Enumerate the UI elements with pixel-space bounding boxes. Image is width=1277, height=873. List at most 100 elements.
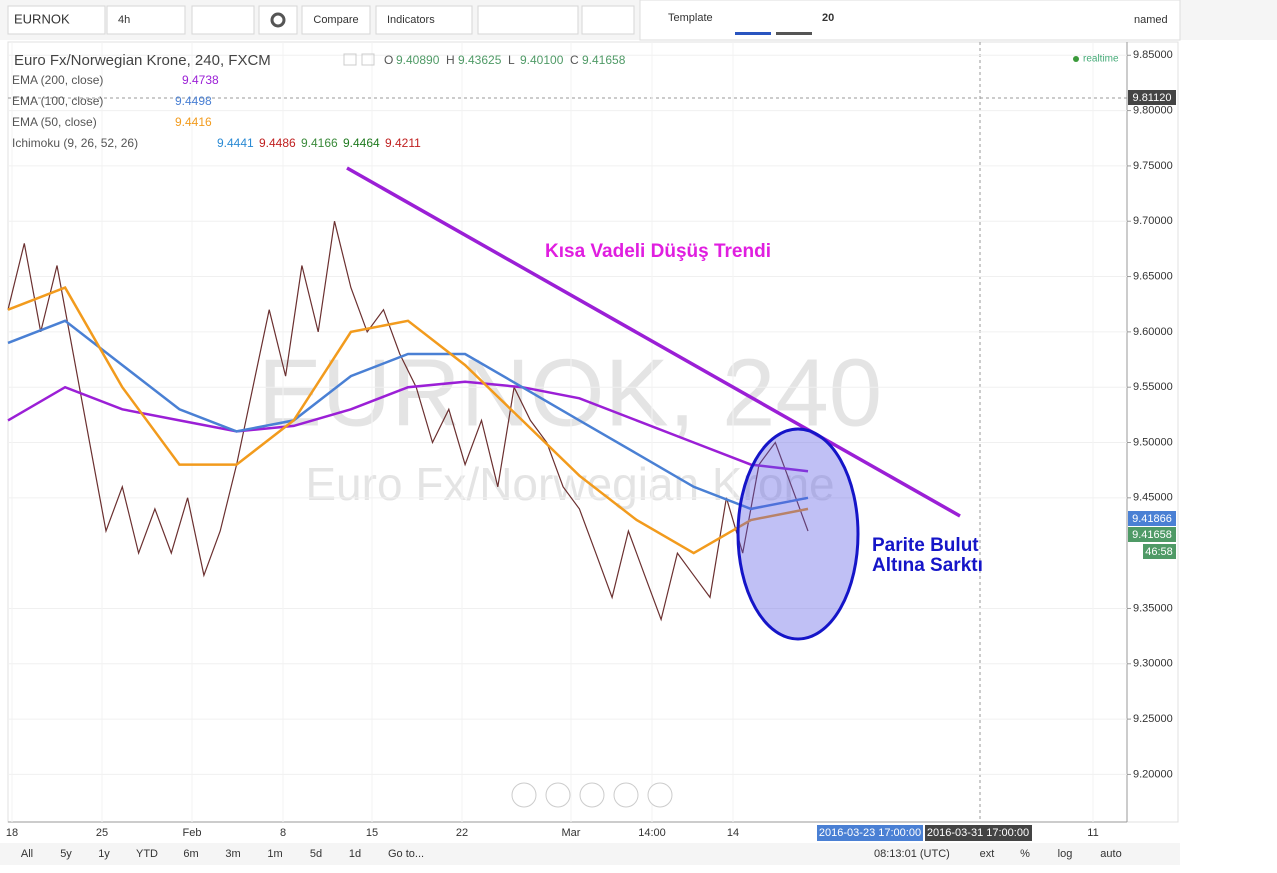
indicator-name: EMA (200, close): [12, 73, 103, 87]
scroll-right[interactable]: [647, 782, 673, 808]
indicator-name: EMA (50, close): [12, 115, 97, 129]
time-label-bg: [817, 825, 923, 841]
legend-icon: [343, 53, 357, 66]
time-label: 2016-03-23 17:00:00: [819, 827, 921, 839]
range-btn[interactable]: 3m: [225, 848, 240, 860]
ohlc-value: 9.40890: [396, 53, 440, 67]
ohlc-key: H: [446, 53, 455, 67]
range-btn[interactable]: 1m: [267, 848, 282, 860]
price-label: 9.41866: [1132, 513, 1172, 525]
indicator-value: 9.4486: [259, 136, 296, 150]
indicator-name: Ichimoku (9, 26, 52, 26): [12, 136, 138, 150]
chart-style[interactable]: [191, 5, 255, 35]
x-tick-label: 22: [456, 827, 468, 839]
indicator-value: 9.4464: [343, 136, 380, 150]
title: Euro Fx/Norwegian Krone, 240, FXCM: [14, 52, 271, 69]
goto[interactable]: Go to...: [388, 848, 424, 860]
y-tick-label: 9.60000: [1133, 326, 1173, 338]
y-tick-label: 9.45000: [1133, 492, 1173, 504]
x-tick-label: Mar: [562, 827, 581, 839]
annotation: Parite Bulut: [872, 535, 979, 556]
series-line: [7, 286, 809, 555]
indicator-value: 9.4498: [175, 94, 212, 108]
y-tick-label: 9.55000: [1133, 381, 1173, 393]
indicator-name: EMA (100, close): [12, 94, 103, 108]
symbol-box[interactable]: [7, 5, 106, 35]
y-tick-label: 9.35000: [1133, 602, 1173, 614]
option-btn[interactable]: log: [1058, 848, 1073, 860]
watermark: EURNOK, 240: [258, 339, 882, 446]
zoom-out[interactable]: [545, 782, 571, 808]
indicator-value: 9.4416: [175, 115, 212, 129]
annotation: Kısa Vadeli Düşüş Trendi: [545, 241, 771, 262]
range-btn[interactable]: 1y: [98, 848, 110, 860]
interval-box[interactable]: [106, 5, 186, 35]
y-tick-label: 9.75000: [1133, 160, 1173, 172]
legend-title: Euro Fx/Norwegian Krone, 240, FXCM: [14, 52, 271, 69]
range-btn[interactable]: 6m: [183, 848, 198, 860]
x-tick-label: 18: [6, 827, 18, 839]
range-btn[interactable]: 1d: [349, 848, 361, 860]
y-tick-label: 9.30000: [1133, 658, 1173, 670]
price-label-bg: [1128, 90, 1176, 105]
indicator-value: 9.4441: [217, 136, 254, 150]
series-line: [7, 221, 809, 622]
range-btn[interactable]: 5y: [60, 848, 72, 860]
x-tick-label: 15: [366, 827, 378, 839]
reset[interactable]: [579, 782, 605, 808]
trend-line[interactable]: [346, 166, 961, 518]
countdown: 46:58: [1145, 546, 1173, 558]
y-tick-label: 9.80000: [1133, 105, 1173, 117]
ohlc-value: 9.43625: [458, 53, 502, 67]
chart-area: [7, 41, 1179, 823]
ohlc-key: O: [384, 53, 393, 67]
y-tick-label: 9.70000: [1133, 215, 1173, 227]
ohlc-key: L: [508, 53, 515, 67]
price-label: 9.41658: [1132, 529, 1172, 541]
scroll-left[interactable]: [511, 782, 537, 808]
y-tick-label: 9.25000: [1133, 713, 1173, 725]
alert-btn[interactable]: [477, 5, 579, 35]
undo-redo[interactable]: [581, 5, 635, 35]
drawing-toolbar: [639, 0, 1181, 41]
nav-buttons: [511, 782, 673, 808]
price-label-bg: [1128, 511, 1176, 526]
option-btn[interactable]: %: [1020, 848, 1030, 860]
zoom-in[interactable]: [613, 782, 639, 808]
interval: 4h: [118, 14, 130, 26]
legend-icon: [361, 53, 375, 66]
size[interactable]: 20: [822, 12, 834, 24]
indicators-btn[interactable]: [375, 5, 473, 35]
x-tick-label: Feb: [183, 827, 202, 839]
bottom-bar: [0, 843, 1180, 865]
time-label: 2016-03-31 17:00:00: [927, 827, 1029, 839]
template[interactable]: Template: [668, 12, 713, 24]
realtime: realtime: [1083, 54, 1119, 65]
range-btn[interactable]: All: [21, 848, 33, 860]
y-tick-label: 9.20000: [1133, 768, 1173, 780]
symbol: EURNOK: [14, 11, 70, 26]
option-btn[interactable]: ext: [980, 848, 995, 860]
indicator-value: 9.4166: [301, 136, 338, 150]
range-btn[interactable]: YTD: [136, 848, 158, 860]
clock: 08:13:01 (UTC): [874, 848, 950, 860]
settings[interactable]: [258, 5, 298, 35]
time-label-bg: [925, 825, 1032, 841]
y-tick-label: 9.50000: [1133, 436, 1173, 448]
price-label: 9.81120: [1133, 92, 1172, 104]
compare-btn[interactable]: [301, 5, 371, 35]
ohlc-value: 9.40100: [520, 53, 564, 67]
x-tick-label: 25: [96, 827, 108, 839]
ohlc-value: 9.41658: [582, 53, 626, 67]
price-label-bg: [1143, 544, 1176, 559]
ellipse[interactable]: [736, 427, 860, 641]
layout[interactable]: named: [1134, 14, 1168, 26]
y-tick-label: 9.85000: [1133, 49, 1173, 61]
annotation: Altına Sarktı: [872, 555, 983, 576]
x-tick-label: 14:00: [638, 827, 666, 839]
x-tick-label: 8: [280, 827, 286, 839]
indicator-value: 9.4211: [385, 136, 421, 150]
range-btn[interactable]: 5d: [310, 848, 322, 860]
option-btn[interactable]: auto: [1100, 848, 1121, 860]
